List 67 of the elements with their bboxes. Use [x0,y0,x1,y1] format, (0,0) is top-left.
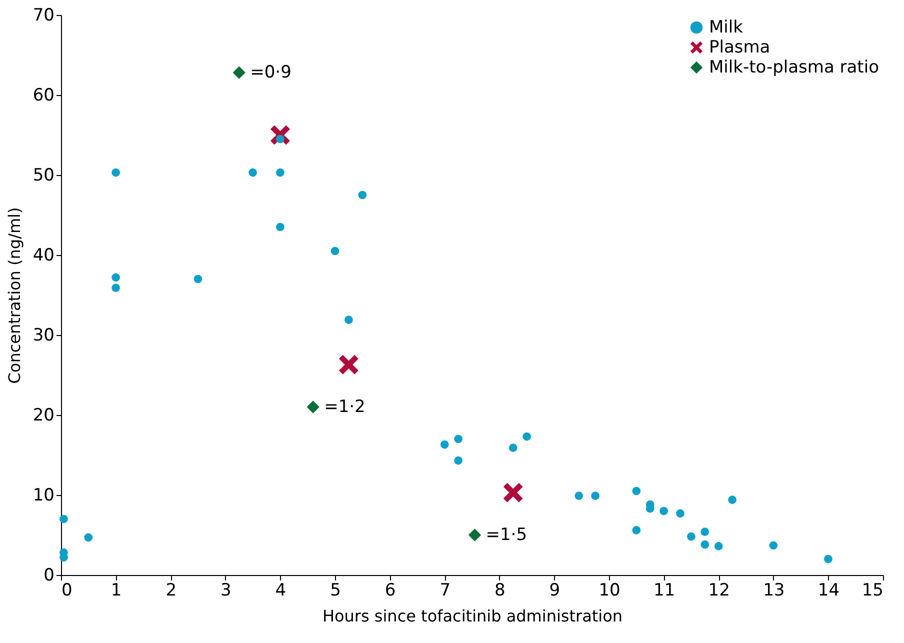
point [687,532,696,541]
point [358,190,367,200]
legend-label: Milk-to-plasma ratio [709,58,879,78]
annotation: =1·2 [324,397,366,417]
point [728,496,736,504]
point [468,528,482,542]
x-tick-label: 2 [166,580,177,600]
annotation: =0·9 [250,62,292,83]
y-tick-label: 60 [32,86,54,106]
point [676,509,684,518]
point [700,540,710,549]
legend-label: Milk [709,18,744,38]
y-tick-label: 40 [32,246,54,266]
point [660,506,668,516]
x-tick-label: 3 [220,580,232,600]
point [84,533,93,542]
point [454,434,462,444]
x-tick-label: 8 [494,580,506,600]
point [454,456,462,465]
point [574,492,584,500]
x-tick-label: 1 [110,580,122,600]
legend-label: Plasma [709,38,770,58]
point [344,316,353,324]
point [232,66,246,79]
point [440,440,449,449]
y-tick-label: 70 [32,6,54,26]
point [714,542,723,550]
point [632,526,641,534]
y-tick-label: 10 [32,486,54,506]
point [769,541,778,550]
x-tick-label: 10 [598,580,620,600]
point [591,492,600,500]
y-tick-label: 20 [32,406,54,426]
y-axis-title: Concentration (ng/ml) [4,207,24,384]
x-tick-label: 11 [653,580,676,600]
point [112,168,120,177]
point [330,246,340,256]
x-tick-label: 7 [440,580,451,600]
point [276,222,284,232]
y-tick-label: 30 [32,326,54,346]
point [60,514,68,524]
x-tick-label: 13 [763,580,785,600]
point [112,284,120,292]
point [338,354,358,374]
point [112,273,120,282]
x-tick-label: 5 [330,580,341,600]
point [306,400,320,414]
x-tick-label: 4 [275,580,286,600]
point [194,274,202,284]
x-tick-label: 12 [708,580,730,600]
point [248,168,257,177]
point [700,528,710,536]
y-tick-label: 50 [32,166,54,186]
y-tick-label: 0 [44,566,54,586]
point [503,482,523,502]
point [276,168,284,177]
x-tick-label: 6 [384,580,396,600]
x-tick-label: 15 [862,580,884,600]
x-tick-label: 14 [818,580,840,600]
x-tick-label: 9 [549,580,560,600]
x-tick-label: 0 [62,580,72,600]
point [508,444,518,452]
point [824,554,832,564]
point [632,486,641,496]
point [522,432,531,441]
x-axis-title: Hours since tofacitinib administration [322,606,623,626]
annotation: =1·5 [486,525,528,545]
